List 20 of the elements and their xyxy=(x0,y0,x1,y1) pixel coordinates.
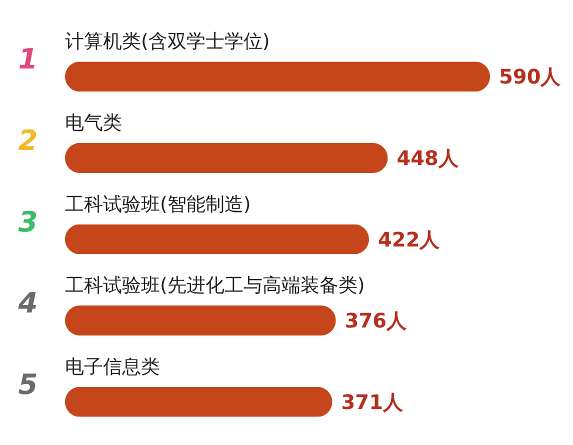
data-label: 590人 xyxy=(499,64,562,89)
text: 3 xyxy=(18,205,38,238)
y-tick-label: 电子信息类 xyxy=(65,356,160,378)
y-tick-label: 工科试验班(智能制造) xyxy=(65,193,251,216)
data-label: 376人 xyxy=(344,308,408,333)
bar xyxy=(65,62,490,92)
bar xyxy=(65,224,369,254)
y-tick-label: 计算机类(含双学士学位) xyxy=(65,30,270,53)
text: 1 xyxy=(18,42,38,76)
data-label: 448人 xyxy=(396,146,460,170)
text: 2 xyxy=(18,124,38,157)
bar xyxy=(65,386,332,417)
bar xyxy=(65,306,336,336)
y-tick-label: 工科试验班(先进化工与高端装备类) xyxy=(65,274,365,297)
text: 5 xyxy=(18,368,38,401)
text: 4 xyxy=(17,286,38,320)
bar xyxy=(65,142,388,173)
data-label: 371人 xyxy=(341,390,404,414)
data-label: 422人 xyxy=(378,227,441,252)
y-tick-label: 电气类 xyxy=(65,112,122,134)
